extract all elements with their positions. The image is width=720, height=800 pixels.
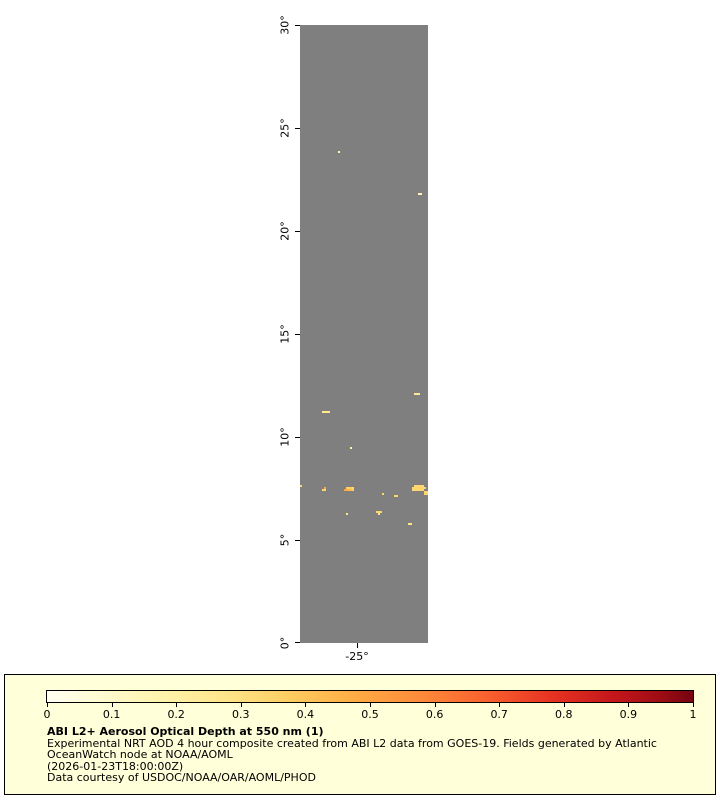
- caption-line-3: (2026-01-23T18:00:00Z): [47, 759, 184, 773]
- longitude-tick-label: -25°: [345, 650, 369, 663]
- latitude-axis-tick: [295, 333, 300, 335]
- latitude-axis-tick: [295, 25, 300, 26]
- caption-block: ABI L2+ Aerosol Optical Depth at 550 nm …: [47, 726, 657, 784]
- colorbar-tick: [240, 703, 242, 707]
- colorbar-tick: [693, 703, 694, 707]
- latitude-axis-tick: [295, 539, 300, 541]
- colorbar-tick-label: 0.4: [296, 708, 315, 721]
- caption-title: ABI L2+ Aerosol Optical Depth at 550 nm …: [47, 725, 324, 738]
- latitude-axis-tick: [295, 230, 300, 232]
- colorbar-tick: [305, 703, 307, 707]
- colorbar-tick-label: 0: [43, 708, 51, 721]
- caption-line-4: Data courtesy of USDOC/NOAA/OAR/AOML/PHO…: [47, 771, 316, 785]
- latitude-tick-label: 30°: [278, 15, 292, 35]
- colorbar-tick-label: 0.8: [555, 708, 573, 721]
- colorbar-tick: [434, 703, 436, 707]
- colorbar-tick-label: 0.3: [232, 708, 250, 721]
- colorbar-tick-label: 1: [689, 708, 697, 721]
- caption-line-1: Experimental NRT AOD 4 hour composite cr…: [47, 736, 657, 750]
- colorbar: [46, 690, 694, 703]
- aod-heatmap-canvas: [300, 25, 428, 643]
- latitude-axis-tick: [295, 642, 300, 643]
- colorbar-tick: [47, 703, 48, 707]
- legend-panel: 0 0.1 0.2 0.3 0.4 0.5 0.6 0.7 0.8 0.9 1 ABI L2+ Ae…: [4, 674, 716, 795]
- latitude-axis-tick: [295, 436, 300, 438]
- colorbar-tick-label: 0.1: [102, 708, 121, 721]
- caption-line-2: OceanWatch node at NOAA/AOML: [47, 748, 233, 762]
- latitude-tick-label: 10°: [278, 427, 292, 447]
- colorbar-tick: [370, 703, 371, 707]
- longitude-axis-tick: [357, 643, 358, 648]
- colorbar-tick-label: 0.6: [425, 708, 444, 721]
- latitude-tick-label: 15°: [278, 324, 292, 344]
- latitude-tick-label: 5°: [278, 533, 292, 547]
- colorbar-tick-label: 0.7: [490, 708, 508, 721]
- latitude-tick-label: 25°: [278, 118, 292, 138]
- colorbar-tick-label: 0.5: [361, 708, 379, 721]
- colorbar-tick: [111, 703, 113, 707]
- latitude-tick-label: 0°: [278, 636, 292, 650]
- colorbar-tick: [176, 703, 178, 707]
- latitude-axis-tick: [295, 127, 300, 129]
- colorbar-tick: [563, 703, 565, 707]
- aod-map-area: 30° 25° 20° 15° 10° 5° 0° -25°: [279, 15, 428, 663]
- colorbar-tick-label: 0.2: [167, 708, 185, 721]
- colorbar-tick-label: 0.9: [619, 708, 638, 721]
- latitude-tick-label: 20°: [278, 221, 292, 241]
- colorbar-tick: [499, 703, 501, 707]
- colorbar-tick: [628, 703, 630, 707]
- colorbar-ticks: 0 0.1 0.2 0.3 0.4 0.5 0.6 0.7 0.8 0.9 1: [43, 703, 697, 723]
